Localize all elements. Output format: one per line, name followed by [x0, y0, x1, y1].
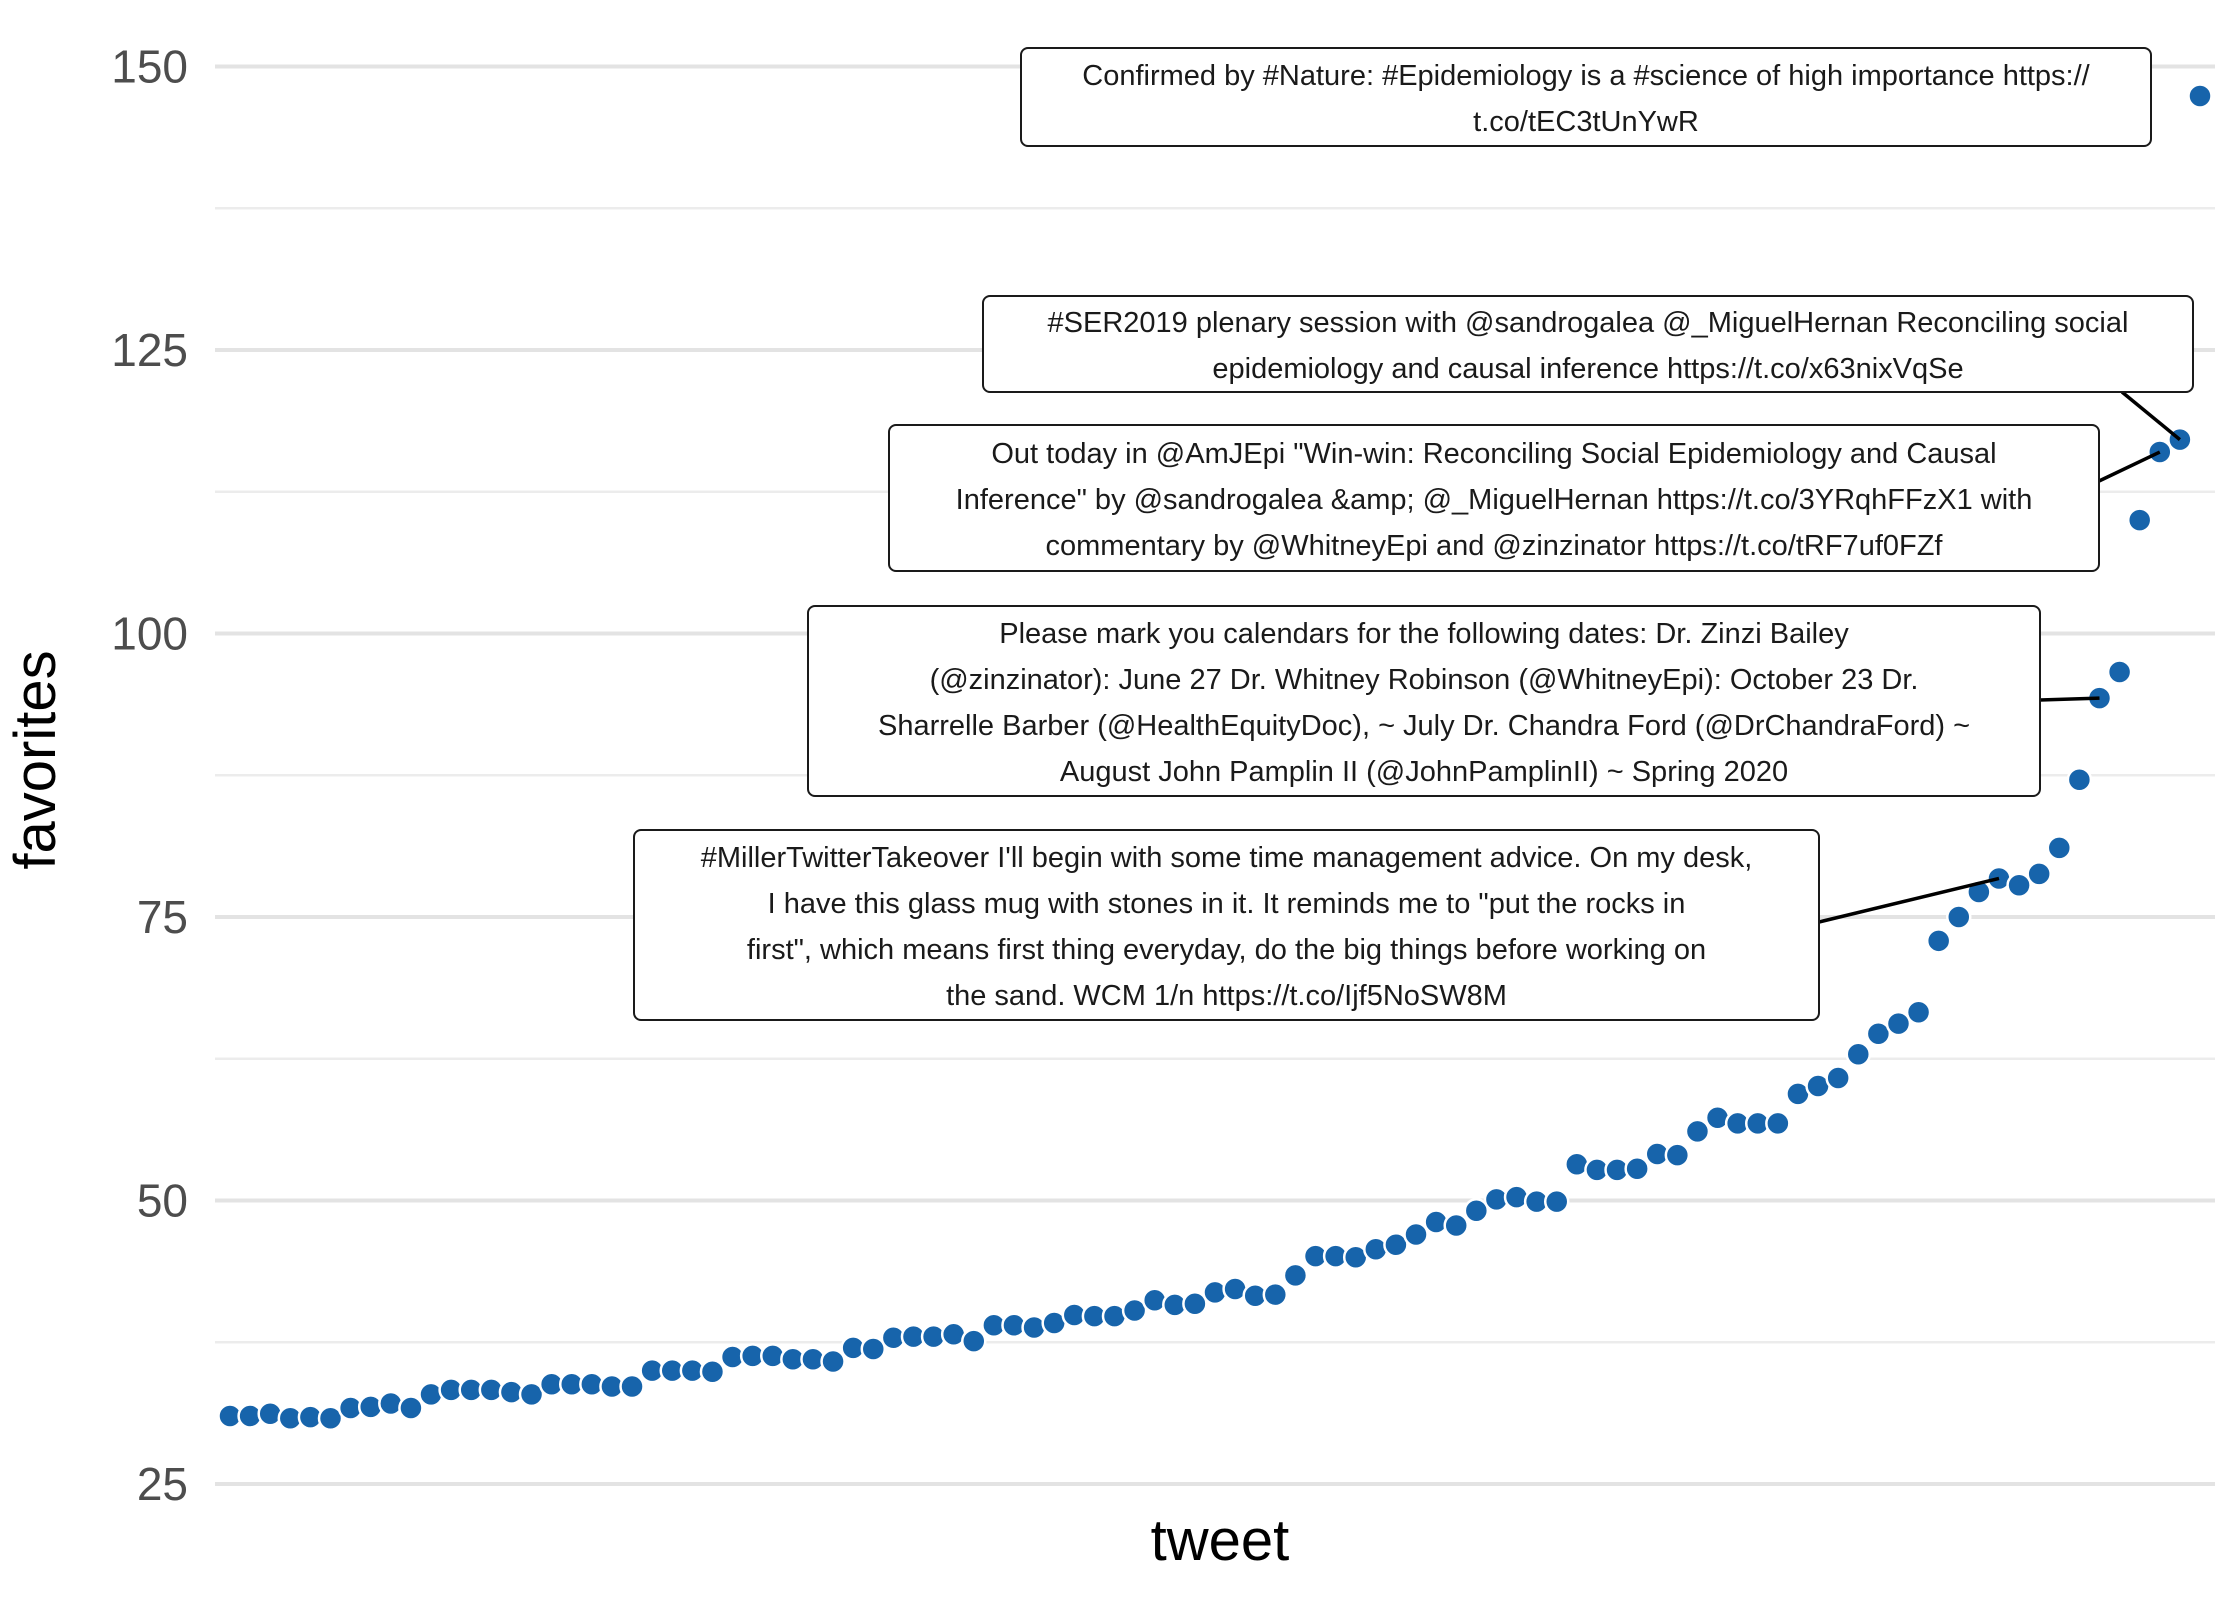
annotation-leader-line	[2096, 450, 2161, 484]
annotation-text-line: first", which means first thing everyday…	[747, 934, 1706, 966]
annotation-label: Please mark you calendars for the follow…	[807, 605, 2100, 797]
annotation-leader-line	[1818, 876, 2000, 924]
annotation-box	[633, 829, 1820, 1021]
annotation-text-line: (@zinzinator): June 27 Dr. Whitney Robin…	[930, 664, 1919, 696]
annotation-label: #SER2019 plenary session with @sandrogal…	[982, 295, 2194, 441]
annotation-text-line: the sand. WCM 1/n https://t.co/Ijf5NoSW8…	[946, 980, 1507, 1012]
data-point	[2006, 872, 2032, 898]
data-point	[1463, 1197, 1490, 1224]
data-point	[317, 1405, 344, 1431]
data-point	[1946, 904, 1972, 930]
data-point	[1383, 1231, 1409, 1258]
data-point	[1664, 1142, 1691, 1168]
y-tick-label: 50	[137, 1175, 188, 1227]
data-point	[619, 1373, 645, 1400]
data-point	[1765, 1110, 1791, 1137]
annotation-text-line: Out today in @AmJEpi "Win-win: Reconcili…	[991, 438, 1996, 470]
data-point	[1684, 1118, 1711, 1145]
data-point	[1624, 1155, 1650, 1182]
data-point	[1925, 928, 1952, 954]
y-tick-label: 125	[111, 324, 188, 376]
data-point	[2126, 507, 2153, 533]
data-point	[2187, 83, 2213, 109]
data-point	[2026, 861, 2052, 887]
annotation-leader-line	[2039, 696, 2100, 702]
annotation-text-line: Confirmed by #Nature: #Epidemiology is a…	[1082, 60, 2090, 92]
annotation-label: #MillerTwitterTakeover I'll begin with s…	[633, 829, 2000, 1021]
y-axis-label: favorites	[3, 650, 68, 869]
y-tick-label: 25	[137, 1458, 188, 1510]
y-tick-label: 100	[111, 608, 188, 660]
data-point	[1182, 1290, 1208, 1317]
annotation-text-line: epidemiology and causal inference https:…	[1212, 353, 1963, 385]
annotation-text-line: #MillerTwitterTakeover I'll begin with s…	[701, 842, 1753, 874]
data-point	[1865, 1021, 1892, 1047]
annotation-text-line: Please mark you calendars for the follow…	[999, 618, 1849, 650]
annotation-text-line: Sharrelle Barber (@HealthEquityDoc), ~ J…	[878, 710, 1970, 742]
data-point	[1282, 1262, 1309, 1289]
annotation-text-line: t.co/tEC3tUnYwR	[1473, 106, 1699, 138]
annotation-text-line: I have this glass mug with stones in it.…	[768, 888, 1686, 920]
data-point	[1905, 999, 1932, 1026]
annotation-leader-line	[2120, 390, 2182, 441]
data-point	[1825, 1065, 1851, 1091]
data-point	[2106, 659, 2133, 685]
data-point	[1845, 1041, 1872, 1067]
data-point	[699, 1358, 726, 1385]
data-point	[398, 1395, 424, 1421]
y-tick-label: 75	[137, 891, 188, 943]
x-axis-label: tweet	[1151, 1508, 1290, 1573]
data-point	[820, 1348, 846, 1375]
annotation-text-line: #SER2019 plenary session with @sandrogal…	[1048, 307, 2129, 339]
annotation-label: Confirmed by #Nature: #Epidemiology is a…	[1020, 47, 2152, 147]
data-point	[1543, 1188, 1570, 1215]
data-point	[1443, 1212, 1469, 1239]
annotation-text-line: Inference" by @sandrogalea &amp; @_Migue…	[956, 484, 2033, 516]
data-points	[217, 83, 2213, 1431]
data-point	[1403, 1221, 1429, 1248]
annotation-text-line: commentary by @WhitneyEpi and @zinzinato…	[1046, 530, 1944, 562]
annotation-box	[807, 605, 2041, 797]
data-point	[860, 1336, 887, 1362]
data-point	[1121, 1297, 1148, 1324]
y-axis-ticks: 25 50 75 100 125 150	[111, 41, 188, 1511]
annotation-label: Out today in @AmJEpi "Win-win: Reconcili…	[888, 424, 2161, 572]
annotation-box	[888, 424, 2100, 572]
data-point	[518, 1381, 545, 1408]
data-point	[2046, 835, 2073, 861]
annotation-text-line: August John Pamplin II (@JohnPamplinII) …	[1060, 756, 1788, 788]
annotations: Confirmed by #Nature: #Epidemiology is a…	[633, 47, 2194, 1021]
annotation-box	[1020, 47, 2152, 147]
data-point	[1262, 1281, 1289, 1308]
data-point	[961, 1328, 987, 1354]
data-point	[1885, 1010, 1912, 1037]
data-point	[2066, 767, 2093, 793]
annotation-box	[982, 295, 2194, 393]
y-tick-label: 150	[111, 41, 188, 93]
